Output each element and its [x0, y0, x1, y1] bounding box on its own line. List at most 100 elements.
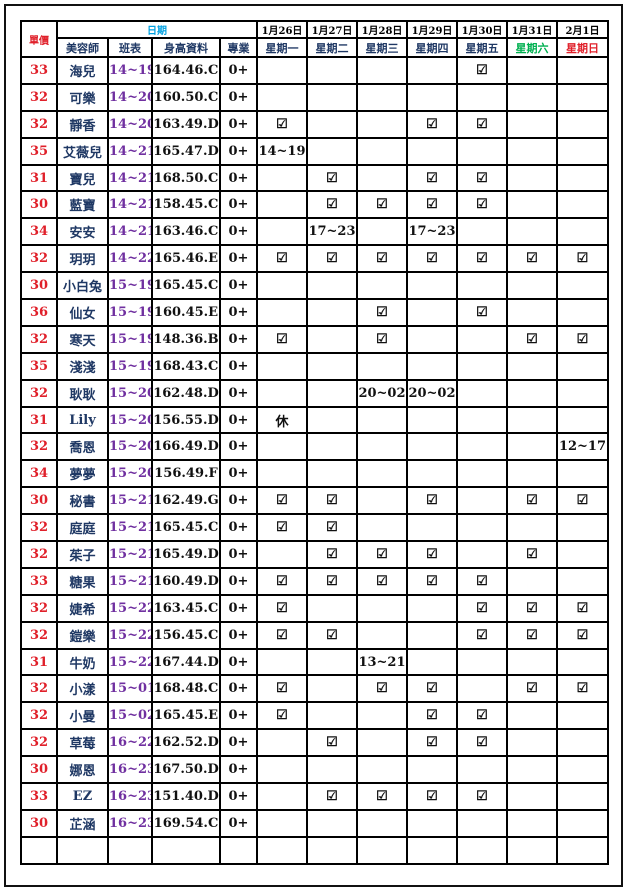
schedule-cell[interactable]: 20~02 [356, 378, 408, 408]
schedule-cell[interactable]: ☑ [406, 244, 458, 274]
schedule-cell[interactable] [306, 324, 358, 354]
schedule-cell[interactable] [556, 808, 609, 838]
schedule-cell[interactable]: ☑ [456, 728, 508, 758]
schedule-cell[interactable] [306, 808, 358, 838]
schedule-cell[interactable] [306, 459, 358, 489]
schedule-cell[interactable] [456, 82, 508, 112]
schedule-cell[interactable] [456, 674, 508, 704]
schedule-cell[interactable]: ☑ [456, 109, 508, 139]
schedule-cell[interactable] [356, 82, 408, 112]
schedule-cell[interactable]: ☑ [556, 324, 609, 354]
schedule-cell[interactable] [456, 217, 508, 247]
schedule-cell[interactable] [506, 351, 558, 381]
schedule-cell[interactable] [356, 728, 408, 758]
schedule-cell[interactable] [406, 620, 458, 650]
schedule-cell[interactable] [456, 808, 508, 838]
schedule-cell[interactable] [506, 728, 558, 758]
schedule-cell[interactable] [306, 701, 358, 731]
schedule-cell[interactable] [256, 459, 308, 489]
schedule-cell[interactable] [556, 163, 609, 193]
schedule-cell[interactable] [456, 835, 508, 865]
schedule-cell[interactable]: 20~02 [406, 378, 458, 408]
schedule-cell[interactable] [506, 56, 558, 85]
schedule-cell[interactable] [306, 755, 358, 785]
schedule-cell[interactable]: ☑ [556, 674, 609, 704]
schedule-cell[interactable]: ☑ [256, 513, 308, 543]
schedule-cell[interactable]: ☑ [306, 782, 358, 811]
schedule-cell[interactable]: ☑ [456, 244, 508, 274]
schedule-cell[interactable] [306, 351, 358, 381]
schedule-cell[interactable] [256, 56, 308, 85]
schedule-cell[interactable] [406, 324, 458, 354]
schedule-cell[interactable] [506, 835, 558, 865]
schedule-cell[interactable]: ☑ [306, 244, 358, 274]
schedule-cell[interactable] [356, 486, 408, 516]
schedule-cell[interactable]: ☑ [256, 486, 308, 516]
schedule-cell[interactable] [356, 109, 408, 139]
schedule-cell[interactable] [256, 298, 308, 327]
schedule-cell[interactable] [506, 298, 558, 327]
schedule-cell[interactable] [556, 835, 609, 865]
schedule-cell[interactable] [556, 217, 609, 247]
schedule-cell[interactable] [256, 835, 308, 865]
schedule-cell[interactable]: ☑ [356, 324, 408, 354]
schedule-cell[interactable]: ☑ [506, 244, 558, 274]
schedule-cell[interactable] [256, 351, 308, 381]
schedule-cell[interactable] [306, 432, 358, 462]
schedule-cell[interactable]: ☑ [506, 486, 558, 516]
schedule-cell[interactable] [406, 351, 458, 381]
schedule-cell[interactable]: 12~17 [556, 432, 609, 462]
schedule-cell[interactable]: ☑ [556, 244, 609, 274]
schedule-cell[interactable] [456, 405, 508, 435]
schedule-cell[interactable] [356, 701, 408, 731]
schedule-cell[interactable]: ☑ [456, 56, 508, 85]
schedule-cell[interactable] [556, 755, 609, 785]
schedule-cell[interactable] [556, 701, 609, 731]
schedule-cell[interactable] [406, 755, 458, 785]
schedule-cell[interactable] [556, 271, 609, 301]
schedule-cell[interactable] [256, 808, 308, 838]
schedule-cell[interactable] [406, 835, 458, 865]
schedule-cell[interactable]: ☑ [456, 782, 508, 811]
schedule-cell[interactable]: ☑ [406, 782, 458, 811]
schedule-cell[interactable]: ☑ [306, 190, 358, 220]
schedule-cell[interactable] [306, 674, 358, 704]
schedule-cell[interactable]: ☑ [456, 566, 508, 596]
schedule-cell[interactable] [456, 351, 508, 381]
schedule-cell[interactable] [256, 190, 308, 220]
schedule-cell[interactable] [406, 136, 458, 166]
schedule-cell[interactable]: ☑ [306, 163, 358, 193]
schedule-cell[interactable] [556, 109, 609, 139]
schedule-cell[interactable] [406, 432, 458, 462]
schedule-cell[interactable] [306, 109, 358, 139]
schedule-cell[interactable]: ☑ [456, 701, 508, 731]
schedule-cell[interactable] [506, 217, 558, 247]
schedule-cell[interactable]: ☑ [506, 620, 558, 650]
schedule-cell[interactable] [356, 56, 408, 85]
schedule-cell[interactable]: ☑ [506, 674, 558, 704]
schedule-cell[interactable] [356, 136, 408, 166]
schedule-cell[interactable]: ☑ [556, 486, 609, 516]
schedule-cell[interactable] [506, 378, 558, 408]
schedule-cell[interactable]: ☑ [256, 620, 308, 650]
schedule-cell[interactable] [456, 459, 508, 489]
schedule-cell[interactable]: ☑ [406, 163, 458, 193]
schedule-cell[interactable] [306, 82, 358, 112]
schedule-cell[interactable] [456, 378, 508, 408]
schedule-cell[interactable] [406, 647, 458, 677]
schedule-cell[interactable] [556, 82, 609, 112]
schedule-cell[interactable]: 13~21 [356, 647, 408, 677]
schedule-cell[interactable] [456, 540, 508, 569]
schedule-cell[interactable]: ☑ [256, 324, 308, 354]
schedule-cell[interactable] [556, 566, 609, 596]
schedule-cell[interactable] [556, 513, 609, 543]
schedule-cell[interactable]: ☑ [506, 324, 558, 354]
schedule-cell[interactable] [306, 136, 358, 166]
schedule-cell[interactable] [506, 808, 558, 838]
schedule-cell[interactable] [356, 620, 408, 650]
schedule-cell[interactable] [356, 459, 408, 489]
schedule-cell[interactable] [506, 271, 558, 301]
schedule-cell[interactable] [556, 540, 609, 569]
schedule-cell[interactable]: 14~19 [256, 136, 308, 166]
schedule-cell[interactable] [356, 217, 408, 247]
